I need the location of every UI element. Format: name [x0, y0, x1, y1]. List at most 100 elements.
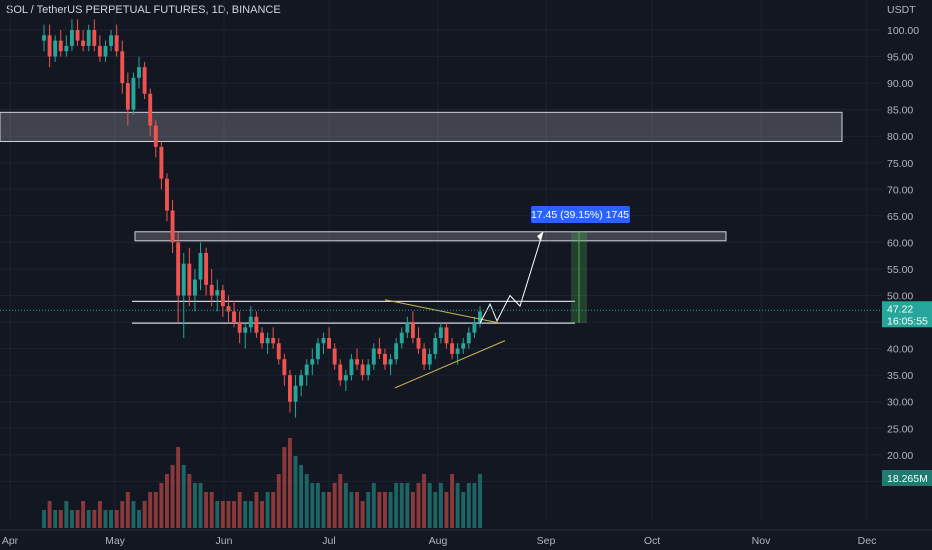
volume-bar [366, 492, 371, 528]
x-tick-label: Oct [644, 535, 660, 547]
candle-body [304, 364, 309, 376]
candle-body [165, 178, 169, 211]
y-tick-label: 75.00 [887, 158, 913, 170]
candle-body [181, 263, 186, 296]
candle-body [461, 343, 466, 349]
volume-bar [215, 501, 220, 528]
candle-body [148, 93, 153, 126]
candle-body [204, 253, 209, 285]
volume-bar [220, 501, 225, 528]
candle-body [42, 35, 46, 41]
x-tick-label: Dec [858, 535, 877, 547]
candle-body [466, 332, 471, 344]
candle-body [410, 322, 415, 338]
volume-bar [299, 465, 304, 528]
volume-bar [109, 510, 114, 528]
candle-body [198, 253, 203, 280]
candle-body [338, 364, 343, 381]
candle-body [360, 364, 365, 376]
candle-body [232, 311, 237, 323]
candle-body [433, 337, 438, 354]
volume-bar [92, 510, 97, 528]
candle-body [137, 67, 141, 78]
volume-bar [226, 501, 231, 528]
volume-bar [181, 465, 186, 528]
volume-bar [265, 492, 270, 528]
price-zone [134, 231, 727, 242]
projection-badge [531, 206, 630, 223]
volume-bar [327, 492, 332, 528]
candle-body [478, 311, 482, 323]
volume-bars [42, 438, 482, 528]
volume-bar [64, 501, 69, 528]
volume-bar [355, 492, 359, 528]
volume-bar [165, 474, 169, 528]
current-price-label: 47.22 [887, 303, 913, 315]
volume-bar [53, 510, 58, 528]
candle-body [243, 327, 248, 333]
y-tick-label: 65.00 [887, 211, 913, 223]
candle-body [271, 337, 276, 344]
candle-body [394, 343, 399, 360]
candle-body [131, 77, 136, 110]
y-tick-label: 85.00 [887, 105, 913, 117]
volume-bar [192, 483, 197, 528]
candle-body [332, 348, 337, 365]
volume-bar [377, 492, 382, 528]
countdown-label: 16:05:55 [887, 315, 928, 327]
volume-bar [332, 483, 337, 528]
candle-body [192, 279, 197, 296]
candle-body [226, 306, 231, 312]
volume-bar [260, 501, 264, 528]
candle-body [75, 30, 80, 41]
volume-bar [349, 492, 354, 528]
projection-label: 17.45 (39.15%) 1745 [531, 209, 629, 221]
y-tick-label: 20.00 [887, 450, 913, 462]
volume-bar [237, 492, 242, 528]
volume-bar [461, 492, 466, 528]
candle-body [125, 83, 130, 110]
candle-body [472, 322, 477, 333]
volume-bar [293, 456, 298, 528]
candle-body [215, 290, 220, 296]
volume-bar [243, 501, 248, 528]
volume-bar [170, 465, 175, 528]
candle-body [86, 30, 91, 46]
x-tick-label: Sep [537, 535, 556, 547]
y-tick-label: 60.00 [887, 237, 913, 249]
volume-bar [478, 474, 482, 528]
candle-body [81, 40, 86, 46]
candle-body [120, 51, 125, 84]
y-tick-label: 35.00 [887, 370, 913, 382]
triangle-upper-line [384, 299, 501, 324]
price-zones [0, 111, 843, 324]
volume-bar [198, 483, 203, 528]
volume-bar [472, 483, 477, 528]
y-axis: USDT 100.00 95.00 90.00 85.00 80.00 75.00 70.00… [887, 4, 919, 488]
candle-body [438, 327, 443, 338]
candle-body [254, 316, 259, 333]
candle-body [399, 332, 404, 344]
volume-bar [343, 483, 348, 528]
candles [42, 19, 482, 418]
volume-bar [438, 483, 443, 528]
volume-badge [882, 470, 932, 486]
volume-bar [125, 492, 130, 528]
candle-body [455, 348, 460, 354]
candle-body [355, 359, 359, 365]
volume-bar [131, 501, 136, 528]
volume-bar [310, 483, 315, 528]
volume-bar [450, 474, 455, 528]
volume-bar [58, 510, 63, 528]
candle-body [366, 364, 371, 376]
candle-body [142, 67, 147, 94]
volume-bar [315, 483, 320, 528]
x-tick-label: Aug [429, 535, 448, 547]
volume-bar [153, 492, 158, 528]
y-tick-label: 50.00 [887, 291, 913, 303]
candle-body [237, 322, 242, 333]
candle-body [159, 146, 164, 179]
candle-body [416, 337, 421, 349]
